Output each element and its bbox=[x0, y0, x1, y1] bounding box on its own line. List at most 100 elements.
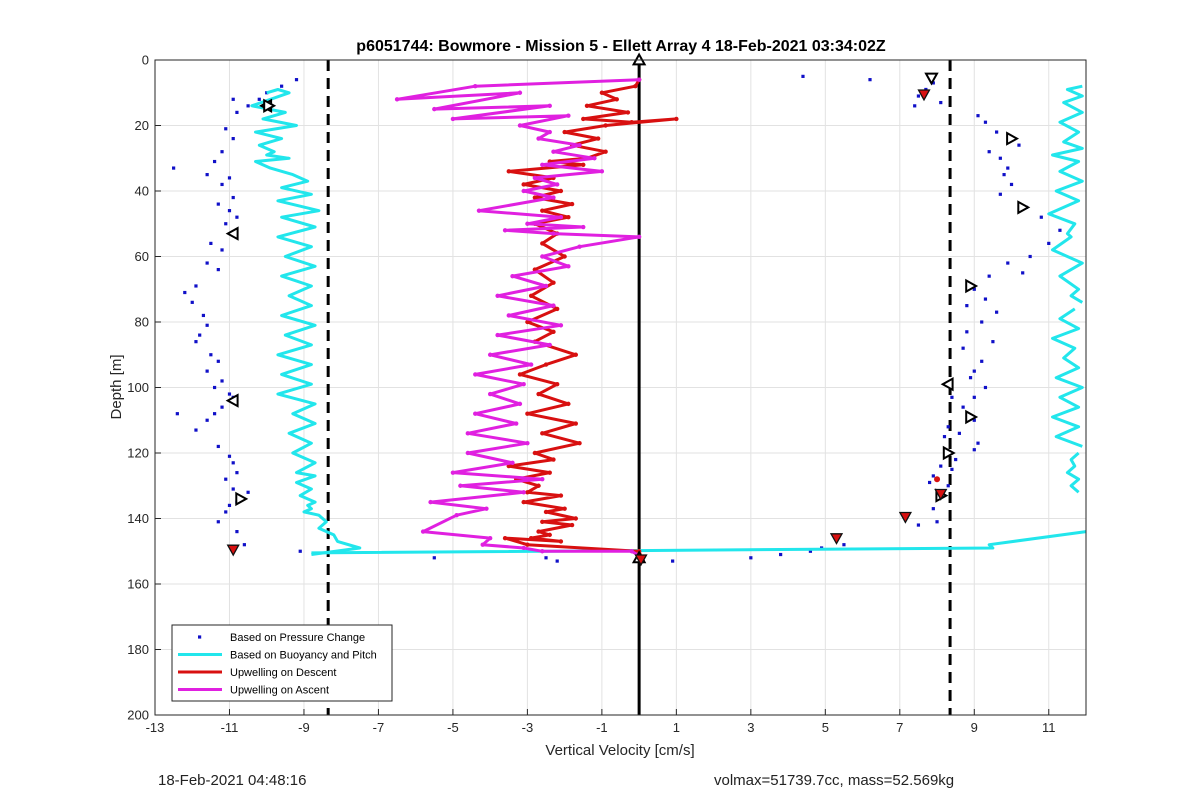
pressure-point bbox=[980, 320, 984, 324]
pressure-point bbox=[801, 74, 805, 78]
x-tick-label: -11 bbox=[221, 720, 239, 735]
series-point bbox=[569, 522, 575, 528]
pressure-point bbox=[257, 97, 261, 101]
series-line-2 bbox=[503, 78, 678, 562]
y-tick-label: 200 bbox=[127, 708, 149, 723]
buoyancy-line-segment bbox=[1051, 307, 1084, 448]
x-tick-label: -7 bbox=[373, 720, 385, 735]
series-point bbox=[599, 90, 605, 95]
series-point bbox=[547, 532, 552, 538]
triangle-down-marker bbox=[924, 72, 939, 86]
pressure-point bbox=[779, 552, 783, 557]
pressure-point bbox=[976, 441, 980, 445]
pressure-point bbox=[983, 297, 988, 301]
red-down-triangle-marker bbox=[898, 511, 913, 524]
pressure-point bbox=[220, 405, 224, 409]
pressure-point bbox=[972, 395, 976, 399]
pressure-point bbox=[194, 284, 198, 288]
series-point bbox=[540, 162, 545, 167]
pressure-point bbox=[987, 274, 991, 278]
series-point bbox=[547, 470, 552, 475]
series-point bbox=[566, 113, 571, 118]
series-point bbox=[536, 483, 541, 488]
series-point bbox=[532, 175, 538, 181]
pressure-point bbox=[995, 130, 999, 134]
pressure-point bbox=[946, 484, 950, 488]
triangle-up-marker bbox=[631, 52, 647, 66]
pressure-point bbox=[212, 385, 217, 390]
pressure-point bbox=[998, 156, 1002, 160]
pressure-point bbox=[212, 412, 217, 416]
pressure-point bbox=[972, 418, 976, 422]
pressure-point bbox=[972, 287, 976, 291]
series-point bbox=[551, 329, 556, 335]
pressure-point bbox=[935, 520, 939, 524]
series-point bbox=[525, 411, 530, 416]
series-point bbox=[532, 450, 538, 456]
triangle-left-marker bbox=[225, 393, 239, 408]
pressure-point bbox=[671, 559, 675, 563]
buoyancy-line-segment bbox=[1065, 451, 1081, 494]
pressure-point bbox=[961, 405, 965, 409]
triangle-left-marker bbox=[225, 226, 239, 241]
series-point bbox=[514, 421, 519, 426]
series-point bbox=[554, 382, 560, 387]
series-point bbox=[569, 201, 575, 207]
series-point bbox=[543, 362, 549, 367]
series-point bbox=[543, 283, 549, 289]
series-point bbox=[614, 97, 619, 102]
series-point bbox=[566, 215, 571, 220]
y-tick-label: 160 bbox=[127, 577, 149, 592]
y-tick-label: 100 bbox=[127, 380, 149, 395]
series-point bbox=[454, 513, 459, 518]
pressure-point bbox=[198, 333, 202, 337]
pressure-point bbox=[842, 543, 846, 547]
series-point bbox=[562, 506, 567, 511]
series-point bbox=[394, 97, 400, 102]
series-point bbox=[450, 470, 456, 475]
pressure-point bbox=[1006, 261, 1010, 265]
series-point bbox=[506, 169, 511, 174]
series-point bbox=[581, 162, 586, 167]
triangle-right-marker bbox=[1017, 200, 1031, 215]
x-tick-label: 5 bbox=[822, 720, 829, 735]
pressure-point bbox=[913, 104, 917, 108]
axis-ticks: -13 -11 -9 -7 -5 -3 -1 1 3 5 7 9 1102040608010012014… bbox=[127, 53, 1055, 736]
series-point bbox=[487, 535, 493, 541]
pressure-point bbox=[194, 428, 198, 432]
series-point bbox=[517, 90, 523, 95]
series-point bbox=[532, 195, 538, 200]
pressure-point bbox=[224, 510, 228, 514]
series-point bbox=[577, 440, 582, 446]
pressure-point bbox=[227, 209, 232, 213]
pressure-point bbox=[280, 84, 284, 88]
series-point bbox=[521, 545, 526, 551]
pressure-point bbox=[190, 300, 194, 304]
series-point bbox=[629, 549, 634, 554]
series-point bbox=[495, 332, 500, 338]
series-point bbox=[584, 103, 590, 109]
pressure-point bbox=[961, 346, 965, 350]
series-point bbox=[577, 244, 582, 249]
pressure-point bbox=[209, 241, 213, 245]
pressure-point bbox=[432, 556, 436, 560]
x-tick-label: -5 bbox=[447, 720, 459, 735]
pressure-point bbox=[1047, 241, 1051, 245]
x-tick-label: 7 bbox=[896, 720, 903, 735]
pressure-point bbox=[916, 94, 921, 98]
series-0 bbox=[172, 74, 1062, 563]
pressure-point bbox=[227, 176, 232, 180]
series-point bbox=[562, 254, 567, 259]
legend-swatch-dots bbox=[198, 635, 202, 639]
series-point bbox=[473, 411, 478, 416]
series-point bbox=[554, 306, 560, 312]
buoyancy-line-segment bbox=[250, 88, 362, 556]
pressure-point bbox=[216, 359, 220, 363]
pressure-point bbox=[1021, 271, 1025, 275]
pressure-point bbox=[235, 530, 239, 534]
series-point bbox=[525, 490, 530, 495]
series-point bbox=[465, 431, 471, 436]
x-tick-label: 3 bbox=[747, 720, 754, 735]
series-point bbox=[525, 319, 530, 325]
series-point bbox=[521, 490, 526, 495]
